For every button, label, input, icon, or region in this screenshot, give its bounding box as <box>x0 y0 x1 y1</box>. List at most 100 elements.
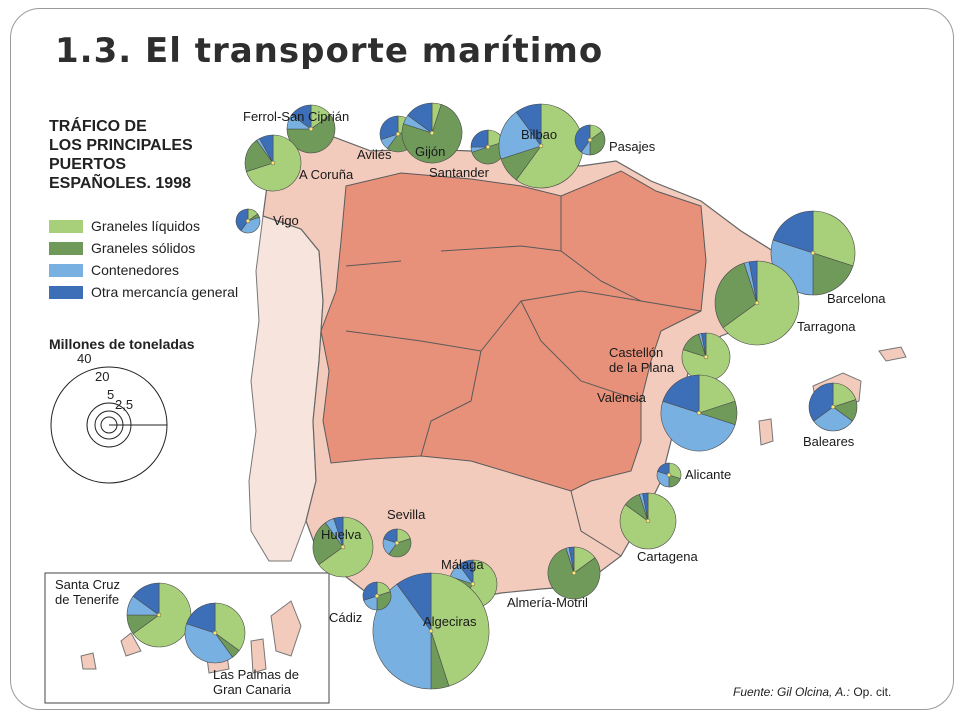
pie-slice <box>568 546 575 574</box>
pie-slice <box>812 210 856 267</box>
port-label-gijon: Gijón <box>415 144 446 159</box>
legend-item-graneles-solidos: Graneles sólidos <box>49 237 238 259</box>
port-label-aviles: Avilés <box>357 147 392 162</box>
legend-swatch <box>49 263 83 277</box>
pie-slice <box>362 581 378 601</box>
source-work: Op. cit. <box>853 685 892 699</box>
pie-gijon <box>401 102 463 164</box>
port-label-line: Gran Canaria <box>213 682 292 697</box>
pie-slice <box>772 210 814 254</box>
pie-slice <box>813 406 853 432</box>
port-location-dot <box>485 144 491 150</box>
port-label-santa-cruz: Santa Cruz de Tenerife <box>55 577 120 607</box>
legend-title-line: TRÁFICO DE <box>49 118 147 135</box>
internal-borders <box>345 196 702 557</box>
port-label-huelva: Huelva <box>321 527 362 542</box>
legend-item-contenedores: Contenedores <box>49 259 238 281</box>
pie-slice <box>333 516 344 548</box>
pie-slice <box>376 591 392 611</box>
scale-label: 20 <box>95 369 110 384</box>
pie-slice <box>214 602 246 652</box>
port-label-pasajes: Pasajes <box>609 139 656 154</box>
pie-slice <box>379 115 399 140</box>
legend-label: Graneles líquidos <box>91 218 200 234</box>
canary-island <box>270 600 302 657</box>
pie-slice <box>240 216 261 234</box>
port-location-dot <box>703 354 709 360</box>
pie-vigo <box>235 208 261 234</box>
port-location-dot <box>538 143 544 149</box>
source-author: Gil Olcina, A.: <box>777 685 850 699</box>
pie-slice <box>642 492 649 522</box>
port-location-dot <box>645 518 651 524</box>
pie-slice <box>515 103 542 147</box>
pie-las-palmas <box>184 602 246 664</box>
pie-almeria <box>547 546 601 600</box>
pie-slice <box>748 260 758 304</box>
pie-slice <box>396 572 432 632</box>
pie-slice <box>184 623 234 664</box>
scale-title: Millones de toneladas <box>49 336 195 352</box>
pie-alicante <box>656 462 682 488</box>
port-location-dot <box>571 570 577 576</box>
port-label-castellon: Castellón de la Plana <box>609 345 674 375</box>
pie-santander <box>470 129 506 165</box>
pie-a-coruna <box>244 134 302 192</box>
legend-swatch <box>49 285 83 299</box>
pie-castellon <box>681 332 731 382</box>
pie-slice <box>498 111 542 160</box>
pie-cartagena <box>619 492 677 550</box>
legend-item-graneles-liquidos: Graneles líquidos <box>49 215 238 237</box>
pie-slice <box>286 114 336 154</box>
port-location-dot <box>374 593 380 599</box>
canary-island <box>120 632 142 657</box>
pie-algeciras <box>372 572 490 690</box>
legend-swatch <box>49 241 83 255</box>
pie-ferrol <box>286 104 336 154</box>
port-label-tarragona: Tarragona <box>797 319 856 334</box>
legend-title-line: LOS PRINCIPALES <box>49 137 193 154</box>
pie-slice <box>698 374 736 414</box>
port-label-line: de la Plana <box>609 360 675 375</box>
pie-slice <box>722 260 800 346</box>
port-location-dot <box>428 628 434 634</box>
pie-slice <box>574 124 591 153</box>
port-label-santander: Santander <box>429 165 489 180</box>
pie-slice <box>259 134 274 164</box>
pie-slice <box>186 602 216 634</box>
source-note: Fuente: Gil Olcina, A.: Op. cit. <box>733 685 891 699</box>
scale-label: 40 <box>77 351 92 366</box>
legend-title: TRÁFICO DE LOS PRINCIPALES PUERTOS ESPAÑ… <box>49 117 259 193</box>
port-label-baleares: Baleares <box>803 434 855 449</box>
legend-label: Graneles sólidos <box>91 240 196 256</box>
port-label-sevilla: Sevilla <box>387 507 426 522</box>
pie-slice <box>657 462 670 476</box>
legend-title-line: ESPAÑOLES. 1998 <box>49 175 191 192</box>
port-label-barcelona: Barcelona <box>827 291 886 306</box>
pie-slice <box>407 102 433 134</box>
port-label-line: Castellón <box>609 345 664 360</box>
pie-slice <box>701 332 707 358</box>
legend: Graneles líquidos Graneles sólidos Conte… <box>49 215 238 303</box>
scale-label: 2,5 <box>115 397 134 412</box>
ibiza <box>758 418 774 446</box>
canary-island <box>250 638 267 674</box>
port-label-vigo: Vigo <box>273 213 299 228</box>
pie-slice <box>662 374 700 414</box>
port-location-dot <box>470 581 476 587</box>
legend-item-otra-mercancia: Otra mercancía general <box>49 281 238 303</box>
pie-slice <box>132 582 160 616</box>
port-label-line: Las Palmas de <box>213 667 299 682</box>
pie-slice <box>318 516 374 578</box>
pie-valencia <box>660 374 738 452</box>
scale-label: 5 <box>107 387 115 402</box>
port-location-dot <box>340 544 346 550</box>
port-location-dot <box>156 612 162 618</box>
pie-slice <box>235 208 249 232</box>
port-location-dot <box>429 130 435 136</box>
pie-slice <box>312 522 344 566</box>
pie-slice <box>812 252 854 296</box>
pie-slice <box>291 104 312 130</box>
legend-label: Contenedores <box>91 262 179 278</box>
port-label-malaga: Málaga <box>441 557 484 572</box>
